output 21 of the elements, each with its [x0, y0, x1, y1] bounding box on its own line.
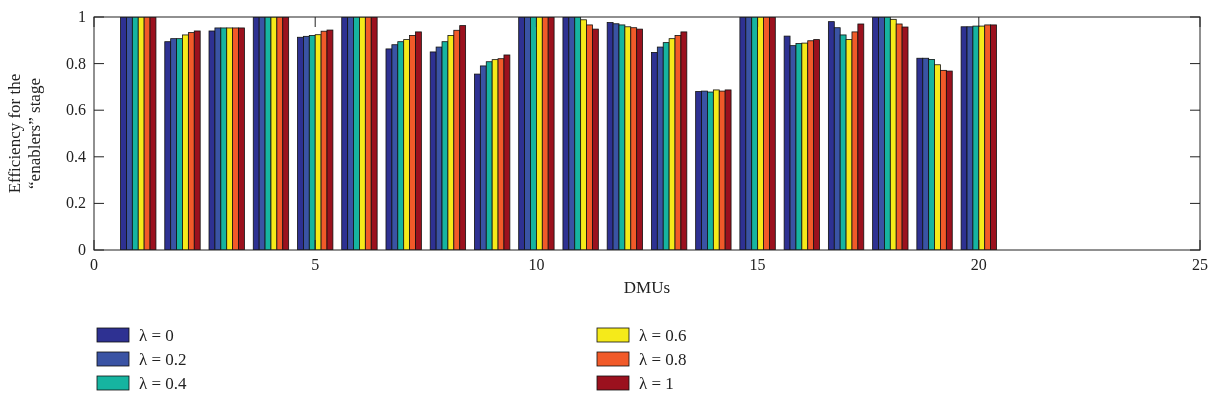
legend-label: λ = 0	[139, 326, 174, 345]
x-tick-label: 10	[528, 256, 545, 273]
x-tick-label: 25	[1192, 256, 1208, 273]
y-axis-title: Efficiency for the “enablers” stage	[5, 73, 44, 194]
y-tick-label: 0.2	[66, 194, 86, 212]
x-tick-label: 15	[749, 256, 766, 273]
bar	[783, 35, 791, 250]
x-axis-title: DMUs	[623, 278, 671, 297]
y-tick-label: 0	[78, 241, 86, 258]
legend-label: λ = 0.2	[139, 350, 187, 369]
legend-label: λ = 1	[639, 374, 674, 393]
x-tick-label: 0	[90, 256, 98, 273]
x-tick-label: 5	[311, 256, 320, 273]
x-tick-label: 20	[970, 256, 987, 273]
y-tick-label: 0.4	[66, 147, 86, 165]
legend-label: λ = 0.6	[639, 326, 687, 345]
y-tick-label: 1	[78, 8, 86, 25]
legend-label: λ = 0.8	[639, 350, 687, 369]
y-tick-label: 0.8	[66, 54, 86, 72]
legend-label: λ = 0.4	[139, 374, 188, 393]
y-tick-label: 0.6	[66, 101, 86, 119]
